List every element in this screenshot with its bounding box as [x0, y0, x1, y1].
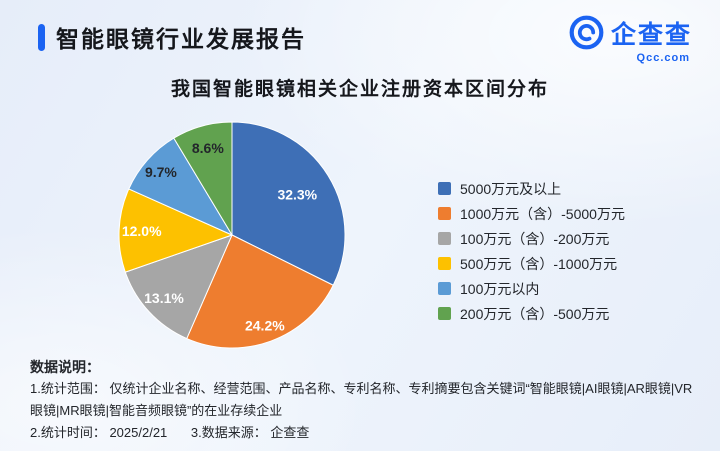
legend-label: 100万元以内 — [460, 280, 540, 297]
pie-slice-label: 9.7% — [145, 164, 177, 180]
pie-slice — [231, 121, 346, 286]
legend-item: 200万元（含）-500万元 — [438, 301, 625, 326]
pie-slice — [124, 234, 233, 340]
footer-meta: 2.统计时间： 2025/2/21 3.数据来源： 企查查 — [30, 422, 696, 444]
footer-scope-note: 1.统计范围： 仅统计企业名称、经营范围、产品名称、专利名称、专利摘要包含关键词… — [30, 381, 693, 418]
pie-slice-label: 12.0% — [122, 223, 162, 239]
footer-heading: 数据说明： — [30, 359, 100, 375]
pie-slice-label: 13.1% — [144, 290, 184, 306]
footer-data-source: 3.数据来源： 企查查 — [190, 425, 310, 440]
legend-item: 100万元（含）-200万元 — [438, 226, 625, 251]
legend-item: 5000万元及以上 — [438, 176, 625, 201]
qcc-logo: 企查查 Qcc.com — [568, 14, 692, 64]
title-accent-bar — [38, 23, 45, 51]
footer-notes: 数据说明： 1.统计范围： 仅统计企业名称、经营范围、产品名称、专利名称、专利摘… — [30, 356, 696, 444]
legend-item: 100万元以内 — [438, 276, 625, 301]
legend-label: 100万元（含）-200万元 — [460, 230, 610, 247]
qcc-domain-text: Qcc.com — [636, 52, 690, 64]
chart-title: 我国智能眼镜相关企业注册资本区间分布 — [170, 79, 549, 100]
pie-slice-label: 8.6% — [192, 140, 224, 156]
qcc-logo-icon — [569, 15, 604, 50]
legend-swatch — [438, 232, 451, 245]
qcc-brand-text: 企查查 — [610, 20, 692, 49]
pie-slice-label: 24.2% — [245, 317, 285, 333]
header: 智能眼镜行业发展报告 — [38, 20, 306, 54]
legend-label: 1000万元（含）-5000万元 — [460, 205, 625, 222]
legend: 5000万元及以上 1000万元（含）-5000万元 100万元（含）-200万元 5… — [438, 176, 625, 326]
legend-swatch — [438, 282, 451, 295]
legend-swatch — [438, 307, 451, 320]
legend-swatch — [438, 257, 451, 270]
legend-label: 500万元（含）-1000万元 — [460, 255, 618, 272]
report-title: 智能眼镜行业发展报告 — [56, 26, 306, 52]
pie-slice — [186, 234, 334, 349]
legend-item: 500万元（含）-1000万元 — [438, 251, 625, 276]
pie-slice — [118, 188, 233, 273]
qcc-logo-top: 企查查 — [568, 14, 692, 51]
pie-chart: 32.3% 24.2% 13.1% 12.0% 9.7% 8.6% — [118, 121, 346, 349]
legend-label: 200万元（含）-500万元 — [460, 305, 610, 322]
legend-swatch — [438, 182, 451, 195]
pie-slice-label: 32.3% — [277, 187, 317, 203]
pie-slice — [173, 121, 233, 236]
legend-label: 5000万元及以上 — [460, 180, 562, 197]
legend-item: 1000万元（含）-5000万元 — [438, 201, 625, 226]
footer-stat-time: 2.统计时间： 2025/2/21 — [30, 425, 168, 440]
legend-swatch — [438, 207, 451, 220]
